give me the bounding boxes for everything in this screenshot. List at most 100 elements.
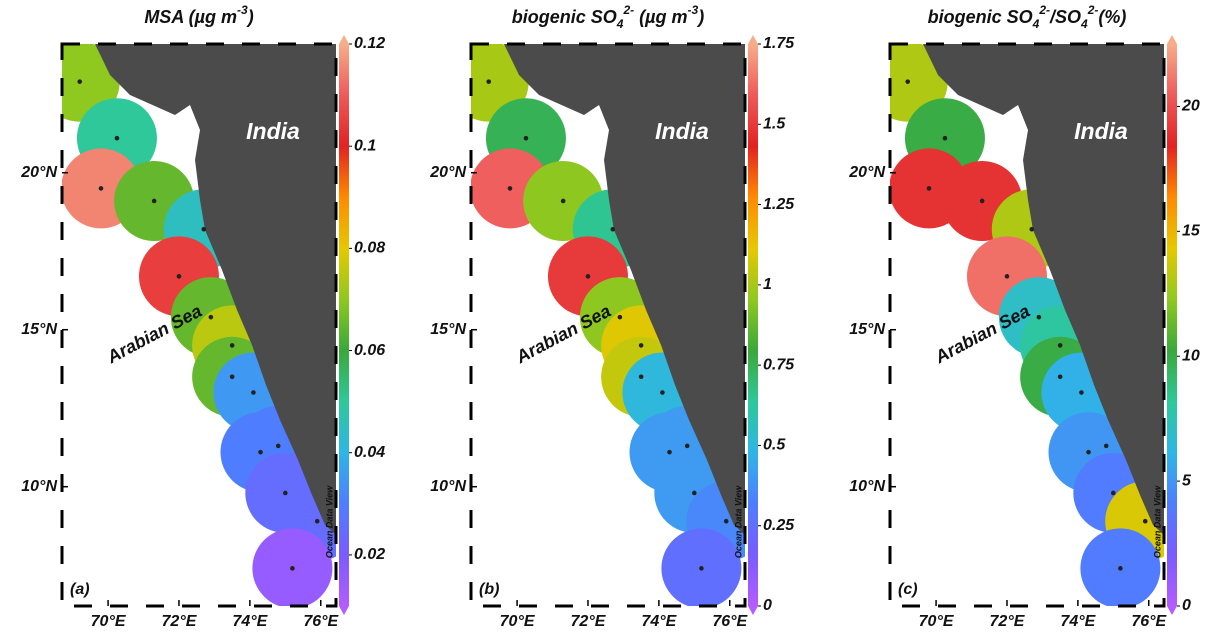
colorbar-tick-label: 0.75 <box>763 356 795 373</box>
colorbar-tick-label: 0.04 <box>354 444 385 461</box>
land-label: India <box>1074 118 1128 144</box>
station-dot <box>692 491 697 496</box>
station-dot <box>610 227 615 232</box>
y-tick-label: 10°N <box>430 478 466 495</box>
title-part: ) <box>696 7 704 27</box>
title-part: (%) <box>1098 7 1126 27</box>
x-tick-label: 76°E <box>712 613 748 630</box>
station-dot <box>486 79 491 84</box>
station-dot <box>699 566 704 571</box>
land-label: India <box>246 118 300 144</box>
title-part: MSA (µg m <box>144 7 237 27</box>
station-dot <box>77 79 82 84</box>
title-part: 2- <box>1087 3 1099 17</box>
station-dot <box>1029 227 1034 232</box>
title-part: 4 <box>1032 17 1040 31</box>
station-dot <box>1111 491 1116 496</box>
station-dot <box>1143 519 1148 524</box>
station-dot <box>115 136 120 141</box>
station-dot <box>230 375 235 380</box>
panel-label: (c) <box>898 581 918 598</box>
station-dot <box>230 343 235 348</box>
x-tick-label: 70°E <box>500 613 536 630</box>
y-tick-label: 20°N <box>20 164 57 181</box>
station-dot <box>177 274 182 279</box>
station-dot <box>660 390 665 395</box>
y-tick-label: 20°N <box>848 164 885 181</box>
station-dot <box>201 227 206 232</box>
station-dot <box>1086 450 1091 455</box>
colorbar-tick-label: 0 <box>763 597 772 614</box>
station-dot <box>290 566 295 571</box>
station-dot <box>251 390 256 395</box>
station-dot <box>586 274 591 279</box>
station-dot <box>561 199 566 204</box>
x-tick-label: 70°E <box>919 613 955 630</box>
station-dot <box>724 519 729 524</box>
colorbar-min-arrow <box>1167 606 1177 615</box>
title-part: 4 <box>1080 17 1088 31</box>
colorbar-tick-label: 0 <box>1182 597 1191 614</box>
colorbar-tick-label: 0.1 <box>354 137 376 154</box>
station-dot <box>315 519 320 524</box>
title-part: /SO <box>1049 7 1081 27</box>
y-tick-label: 10°N <box>21 478 57 495</box>
colorbar-tick-label: 1.25 <box>763 196 795 213</box>
colorbar-tick-label: 1.5 <box>763 116 786 133</box>
station-dot <box>524 136 529 141</box>
colorbar-tick-label: 0.25 <box>763 517 795 534</box>
y-tick-label: 20°N <box>429 164 466 181</box>
x-tick-label: 72°E <box>162 613 198 630</box>
colorbar-tick-label: 15 <box>1182 223 1201 240</box>
watermark: Ocean Data View <box>1152 485 1162 558</box>
station-dot <box>1079 390 1084 395</box>
title-part: 2- <box>1038 3 1050 17</box>
watermark: Ocean Data View <box>324 485 334 558</box>
station-dot <box>258 450 263 455</box>
station-dot <box>927 186 932 191</box>
y-tick-label: 10°N <box>849 478 885 495</box>
station-dot <box>685 444 690 449</box>
colorbar-tick-label: 5 <box>1182 472 1192 489</box>
station-dot <box>1058 343 1063 348</box>
station-dot <box>1005 274 1010 279</box>
map-layer <box>40 42 357 609</box>
station-dot <box>99 186 104 191</box>
colorbar-tick-label: 10 <box>1182 347 1200 364</box>
x-tick-label: 74°E <box>1060 613 1096 630</box>
station-dot <box>508 186 513 191</box>
panel-title: biogenic SO42- (µg m-3) <box>512 3 704 31</box>
station-dot <box>1104 444 1109 449</box>
station-dot <box>1118 566 1123 571</box>
watermark: Ocean Data View <box>733 485 743 558</box>
y-tick-label: 15°N <box>430 321 466 338</box>
colorbar <box>1167 44 1177 606</box>
colorbar-min-arrow <box>339 606 349 615</box>
colorbar <box>748 44 758 606</box>
title-part: -3 <box>237 3 248 17</box>
station-dot <box>980 199 985 204</box>
colorbar-max-arrow <box>748 35 758 44</box>
colorbar-tick-label: 0.5 <box>763 437 786 454</box>
panel-label: (a) <box>70 581 90 598</box>
title-part: biogenic SO <box>512 7 617 27</box>
title-part: ) <box>246 7 254 27</box>
x-tick-label: 76°E <box>303 613 339 630</box>
x-tick-label: 70°E <box>91 613 127 630</box>
colorbar-max-arrow <box>339 35 349 44</box>
station-dot <box>943 136 948 141</box>
colorbar-min-arrow <box>748 606 758 615</box>
colorbar-tick-label: 0.02 <box>354 546 385 563</box>
panel-title: biogenic SO42-/SO42-(%) <box>928 3 1127 31</box>
title-part: 4 <box>616 17 624 31</box>
station-dot <box>276 444 281 449</box>
station-dot <box>618 315 623 320</box>
station-dot <box>283 491 288 496</box>
colorbar-tick-label: 20 <box>1181 98 1200 115</box>
colorbar-tick-label: 0.08 <box>354 240 385 257</box>
figure: IndiaArabian Sea(a)Ocean Data View70°E72… <box>0 0 1217 637</box>
panel-label: (b) <box>479 581 499 598</box>
map-layer <box>868 42 1185 609</box>
colorbar-max-arrow <box>1167 35 1177 44</box>
station-dot <box>1037 315 1042 320</box>
